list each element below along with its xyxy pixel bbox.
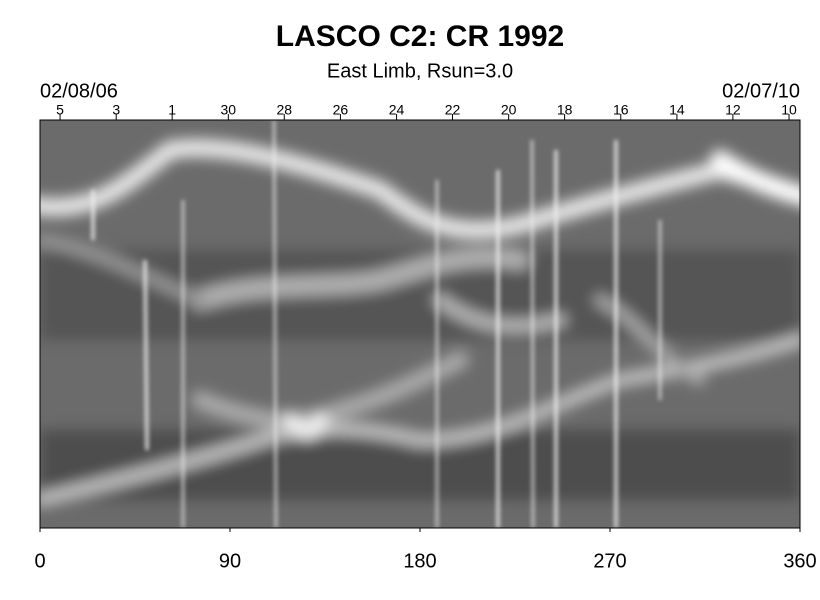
x-tick-label: 90 [219,550,241,572]
start-date: 02/08/06 [40,80,118,102]
top-tick-label: 1 [168,102,176,118]
top-tick-label: 20 [501,102,517,118]
synoptic-image [40,120,800,528]
top-tick-label: 14 [669,102,685,118]
top-tick-label: 18 [557,102,573,118]
end-date: 02/07/10 [722,80,800,102]
top-tick-label: 22 [445,102,461,118]
top-tick-label: 30 [221,102,237,118]
top-tick-label: 24 [389,102,405,118]
top-tick-label: 10 [781,102,797,118]
top-tick-label: 16 [613,102,629,118]
x-tick-label: 180 [403,550,436,572]
x-tick-label: 360 [783,550,816,572]
top-tick-label: 26 [333,102,349,118]
top-tick-label: 12 [725,102,741,118]
chart-title: LASCO C2: CR 1992 [276,20,564,53]
x-tick-label: 270 [593,550,626,572]
top-tick-label: 28 [276,102,292,118]
chart-subtitle: East Limb, Rsun=3.0 [327,60,513,82]
top-tick-label: 5 [56,102,64,118]
x-tick-label: 0 [34,550,45,572]
top-tick-label: 3 [112,102,120,118]
